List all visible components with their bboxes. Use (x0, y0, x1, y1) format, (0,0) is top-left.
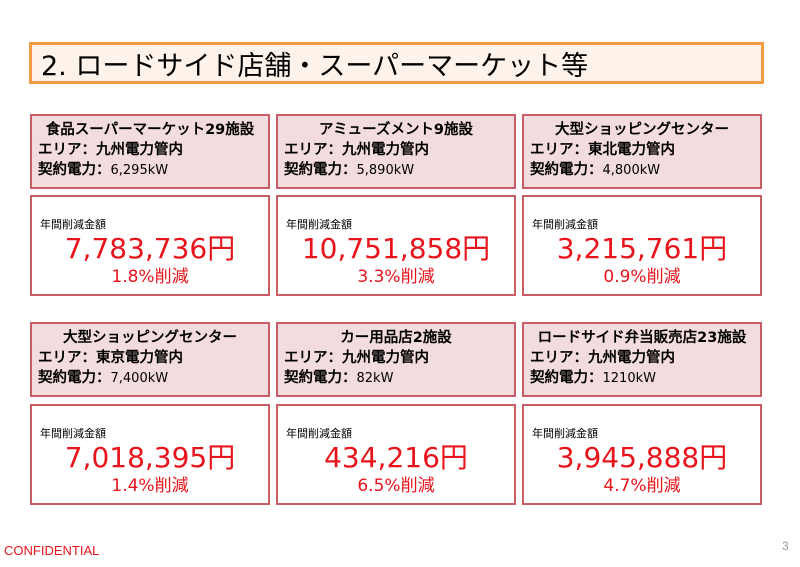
card-title: 大型ショッピングセンター (555, 122, 729, 138)
power-value: 4,800kW (602, 163, 661, 178)
card-header-car-supplies: カー用品店2施設 エリア：九州電力管内 契約電力：82kW (276, 322, 516, 397)
power-label: 契約電力： (530, 370, 603, 386)
savings-percent: 0.9%削減 (603, 267, 681, 287)
card-power-line: 契約電力：5,890kW (284, 160, 508, 181)
savings-percent: 1.8%削減 (111, 267, 189, 287)
savings-percent: 1.4%削減 (111, 476, 189, 496)
savings-label: 年間削減金額 (286, 427, 352, 440)
card-body-roadside-bento: 年間削減金額 3,945,888円 4.7%削減 (522, 404, 762, 505)
area-label: エリア： (530, 142, 588, 158)
card-header-roadside-bento: ロードサイド弁当販売店23施設 エリア：九州電力管内 契約電力：1210kW (522, 322, 762, 397)
card-header-food-supermarket: 食品スーパーマーケット29施設 エリア：九州電力管内 契約電力：6,295kW (30, 114, 270, 189)
power-label: 契約電力： (284, 162, 357, 178)
power-value: 6,295kW (110, 163, 169, 178)
power-label: 契約電力： (38, 370, 111, 386)
card-power-line: 契約電力：1210kW (530, 368, 754, 389)
area-value: 九州電力管内 (342, 142, 429, 158)
savings-label: 年間削減金額 (40, 218, 106, 231)
area-value: 東京電力管内 (96, 350, 183, 366)
power-label: 契約電力： (284, 370, 357, 386)
card-header-shopping-center-tohoku: 大型ショッピングセンター エリア：東北電力管内 契約電力：4,800kW (522, 114, 762, 189)
savings-percent: 4.7%削減 (603, 476, 681, 496)
power-value: 5,890kW (356, 163, 415, 178)
area-label: エリア： (38, 350, 96, 366)
card-title: 食品スーパーマーケット29施設 (45, 122, 255, 138)
card-power-line: 契約電力：4,800kW (530, 160, 754, 181)
card-title: ロードサイド弁当販売店23施設 (537, 330, 747, 346)
area-value: 九州電力管内 (342, 350, 429, 366)
savings-amount: 434,216円 (324, 441, 468, 474)
card-title: アミューズメント9施設 (318, 122, 474, 138)
savings-label: 年間削減金額 (532, 427, 598, 440)
card-area-line: エリア：東京電力管内 (38, 348, 262, 368)
area-value: 九州電力管内 (96, 142, 183, 158)
card-body-amusement: 年間削減金額 10,751,858円 3.3%削減 (276, 195, 516, 296)
card-body-shopping-center-tohoku: 年間削減金額 3,215,761円 0.9%削減 (522, 195, 762, 296)
card-power-line: 契約電力：82kW (284, 368, 508, 389)
savings-label: 年間削減金額 (40, 427, 106, 440)
power-value: 7,400kW (110, 371, 169, 386)
area-label: エリア： (38, 142, 96, 158)
slide-title: 2. ロードサイド店舗・スーパーマーケット等 (29, 42, 764, 84)
power-label: 契約電力： (530, 162, 603, 178)
page-number: 3 (782, 539, 789, 553)
card-area-line: エリア：九州電力管内 (284, 140, 508, 160)
card-power-line: 契約電力：6,295kW (38, 160, 262, 181)
power-value: 82kW (356, 371, 394, 386)
card-power-line: 契約電力：7,400kW (38, 368, 262, 389)
area-value: 東北電力管内 (588, 142, 675, 158)
savings-amount: 7,783,736円 (64, 232, 236, 265)
area-label: エリア： (284, 142, 342, 158)
power-value: 1210kW (602, 371, 656, 386)
card-area-line: エリア：九州電力管内 (38, 140, 262, 160)
savings-amount: 7,018,395円 (64, 441, 236, 474)
card-body-shopping-center-tokyo: 年間削減金額 7,018,395円 1.4%削減 (30, 404, 270, 505)
card-area-line: エリア：九州電力管内 (530, 348, 754, 368)
savings-percent: 3.3%削減 (357, 267, 435, 287)
card-body-food-supermarket: 年間削減金額 7,783,736円 1.8%削減 (30, 195, 270, 296)
card-title: カー用品店2施設 (340, 330, 452, 346)
savings-amount: 10,751,858円 (301, 232, 491, 265)
savings-percent: 6.5%削減 (357, 476, 435, 496)
card-header-amusement: アミューズメント9施設 エリア：九州電力管内 契約電力：5,890kW (276, 114, 516, 189)
confidential-label: CONFIDENTIAL (4, 543, 100, 558)
area-label: エリア： (530, 350, 588, 366)
card-title: 大型ショッピングセンター (63, 330, 237, 346)
card-body-car-supplies: 年間削減金額 434,216円 6.5%削減 (276, 404, 516, 505)
area-label: エリア： (284, 350, 342, 366)
card-area-line: エリア：東北電力管内 (530, 140, 754, 160)
savings-amount: 3,945,888円 (556, 441, 728, 474)
power-label: 契約電力： (38, 162, 111, 178)
card-area-line: エリア：九州電力管内 (284, 348, 508, 368)
savings-amount: 3,215,761円 (556, 232, 728, 265)
savings-label: 年間削減金額 (286, 218, 352, 231)
area-value: 九州電力管内 (588, 350, 675, 366)
savings-label: 年間削減金額 (532, 218, 598, 231)
card-header-shopping-center-tokyo: 大型ショッピングセンター エリア：東京電力管内 契約電力：7,400kW (30, 322, 270, 397)
